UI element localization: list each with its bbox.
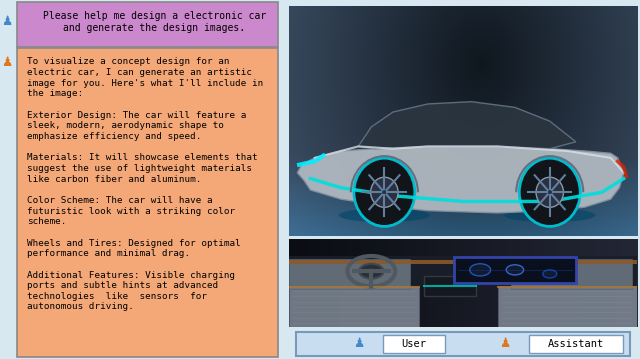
Text: electric car, I can generate an artistic: electric car, I can generate an artistic [27,68,252,77]
Text: scheme.: scheme. [27,217,67,226]
Text: Additional Features: Visible charging: Additional Features: Visible charging [27,271,235,280]
Bar [511,259,632,289]
Bar [289,286,419,327]
Text: Assistant: Assistant [548,339,604,349]
Ellipse shape [543,270,557,278]
Ellipse shape [359,264,383,279]
Bar [424,276,476,296]
Bar [383,335,445,353]
Ellipse shape [470,264,491,276]
Text: performance and minimal drag.: performance and minimal drag. [27,249,190,258]
Text: emphasize efficiency and speed.: emphasize efficiency and speed. [27,132,202,141]
Text: ♟: ♟ [1,56,13,69]
Bar [454,257,576,283]
Ellipse shape [536,177,563,208]
Ellipse shape [519,158,580,227]
Text: autonomous driving.: autonomous driving. [27,303,134,312]
Text: Exterior Design: The car will feature a: Exterior Design: The car will feature a [27,111,246,120]
Text: suggest the use of lightweight materials: suggest the use of lightweight materials [27,164,252,173]
Text: Color Scheme: The car will have a: Color Scheme: The car will have a [27,196,212,205]
PathPatch shape [298,146,624,213]
Text: like carbon fiber and aluminum.: like carbon fiber and aluminum. [27,174,202,184]
Text: ports and subtle hints at advanced: ports and subtle hints at advanced [27,281,218,290]
Bar [497,286,637,327]
Bar [289,259,410,289]
Bar [296,332,630,356]
Ellipse shape [339,208,430,222]
Ellipse shape [371,177,398,208]
Bar [17,48,278,357]
Bar [289,256,637,286]
Text: ♟: ♟ [353,337,364,350]
Bar [529,335,623,353]
Text: sleek, modern, aerodynamic shape to: sleek, modern, aerodynamic shape to [27,121,224,130]
Text: Wheels and Tires: Designed for optimal: Wheels and Tires: Designed for optimal [27,239,241,248]
Text: Please help me design a electronic car
and generate the design images.: Please help me design a electronic car a… [43,11,266,33]
Bar [17,2,278,47]
Ellipse shape [354,158,415,227]
Bar [289,260,637,264]
Text: the image:: the image: [27,89,83,98]
Ellipse shape [504,208,595,222]
Ellipse shape [506,265,524,275]
Text: User: User [401,339,426,349]
Text: ♟: ♟ [1,15,13,28]
Text: technologies  like  sensors  for: technologies like sensors for [27,292,207,301]
Text: image for you. Here's what I'll include in: image for you. Here's what I'll include … [27,79,263,88]
PathPatch shape [358,102,576,149]
Text: To visualize a concept design for an: To visualize a concept design for an [27,57,229,66]
Text: ♟: ♟ [499,337,510,350]
Text: Materials: It will showcase elements that: Materials: It will showcase elements tha… [27,153,257,162]
Text: futuristic look with a striking color: futuristic look with a striking color [27,206,235,216]
